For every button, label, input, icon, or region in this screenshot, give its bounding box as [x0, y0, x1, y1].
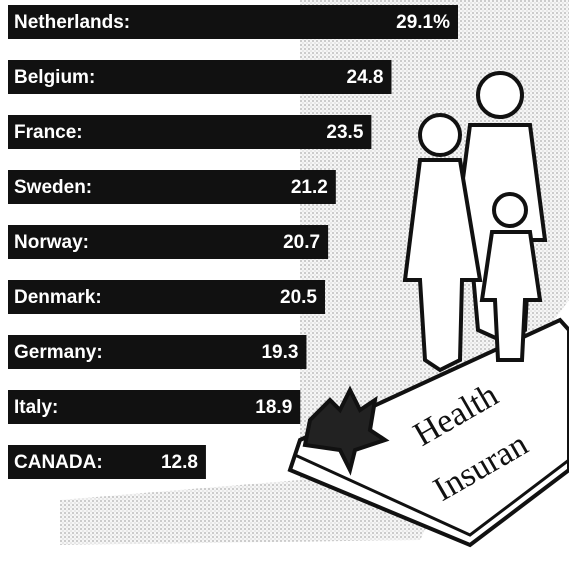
- insurance-card: [287, 317, 569, 548]
- value-label: 20.7: [283, 232, 320, 253]
- bar: [8, 445, 206, 479]
- value-label: 23.5: [326, 122, 363, 143]
- father-head: [476, 71, 524, 119]
- bar: [8, 115, 372, 149]
- bar: [8, 60, 392, 94]
- bar: [8, 5, 458, 39]
- mother: [402, 158, 483, 373]
- child: [479, 230, 543, 362]
- category-label: Italy:: [14, 397, 58, 418]
- bar: [8, 335, 307, 369]
- value-label: 20.5: [280, 287, 317, 308]
- category-label: Denmark:: [14, 287, 102, 308]
- value-label: 18.9: [255, 397, 292, 418]
- maple-leaf: [302, 385, 390, 476]
- mother-head: [418, 113, 462, 157]
- category-label: Belgium:: [14, 67, 95, 88]
- child-head: [492, 192, 528, 228]
- value-label: 24.8: [347, 67, 384, 88]
- category-label: France:: [14, 122, 83, 143]
- category-label: Sweden:: [14, 177, 92, 198]
- category-label: Netherlands:: [14, 12, 130, 33]
- bar: [8, 390, 301, 424]
- bar: [8, 170, 336, 204]
- bar: [8, 225, 329, 259]
- value-label: 21.2: [291, 177, 328, 198]
- category-label: CANADA:: [14, 452, 103, 473]
- value-label: 12.8: [161, 452, 198, 473]
- card-edge: [294, 453, 569, 537]
- bar: [8, 280, 326, 314]
- illustration: [287, 71, 569, 548]
- value-label: 29.1%: [396, 12, 450, 33]
- category-label: Germany:: [14, 342, 103, 363]
- category-label: Norway:: [14, 232, 89, 253]
- value-label: 19.3: [261, 342, 298, 363]
